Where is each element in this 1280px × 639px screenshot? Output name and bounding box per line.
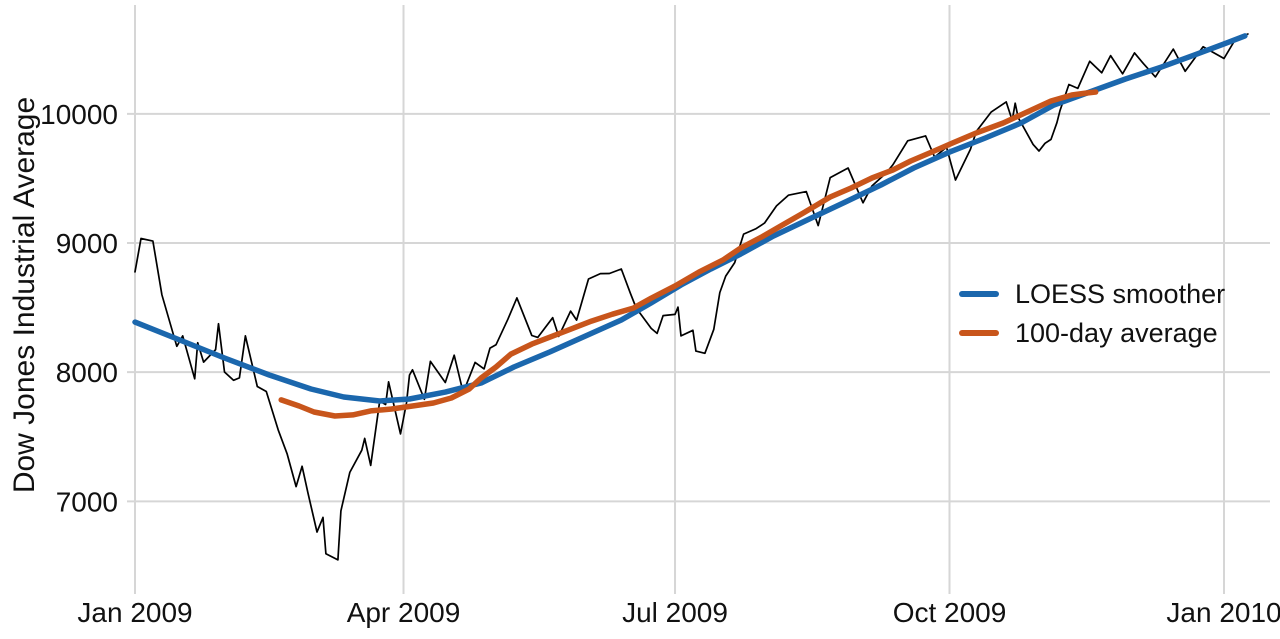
legend-label-avg100: 100-day average — [1015, 318, 1218, 348]
gridlines — [127, 5, 1270, 594]
x-tick-label: Jan 2010 — [1166, 597, 1280, 628]
y-tick-label: 8000 — [56, 357, 118, 388]
y-tick-label: 7000 — [56, 486, 118, 517]
x-tick-label: Oct 2009 — [893, 597, 1007, 628]
moving-average-line — [278, 89, 1099, 419]
x-axis-tick-labels: Jan 2009 Apr 2009 Jul 2009 Oct 2009 Jan 2010 — [77, 597, 1280, 628]
y-axis-title: Dow Jones Industrial Average — [8, 97, 41, 493]
legend-label-loess: LOESS smoother — [1015, 279, 1225, 309]
daily-series-line — [134, 33, 1249, 561]
y-axis-tick-labels: 7000 8000 9000 10000 — [40, 99, 118, 518]
y-tick-label: 9000 — [56, 228, 118, 259]
x-tick-label: Apr 2009 — [347, 597, 461, 628]
legend: LOESS smoother 100-day average — [959, 279, 1225, 348]
y-tick-label: 10000 — [40, 99, 118, 130]
x-tick-label: Jul 2009 — [622, 597, 728, 628]
x-tick-label: Jan 2009 — [77, 597, 192, 628]
